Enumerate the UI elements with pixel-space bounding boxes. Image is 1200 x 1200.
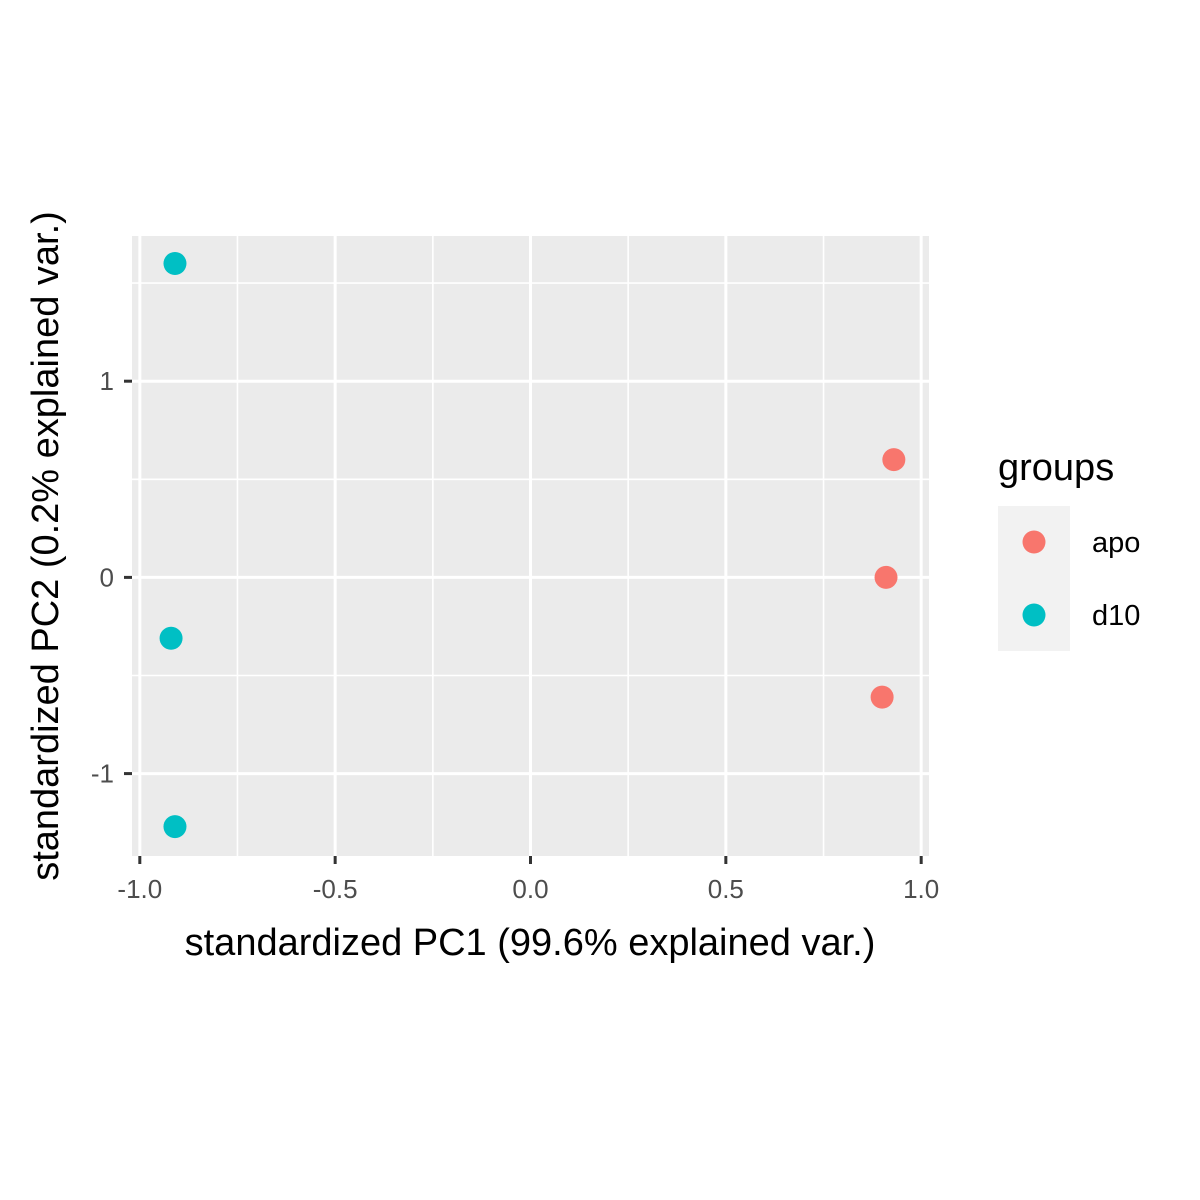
y-tick-label: 1 [100, 366, 114, 396]
x-tick-label: 1.0 [903, 874, 939, 904]
y-tick-label: 0 [100, 562, 114, 592]
point-apo [874, 565, 898, 589]
legend-key-background [998, 506, 1070, 651]
x-axis-title: standardized PC1 (99.6% explained var.) [185, 922, 876, 964]
grid-lines [132, 236, 929, 856]
point-d10 [163, 251, 187, 275]
legend-label-apo: apo [1092, 527, 1140, 559]
point-d10 [163, 815, 187, 839]
legend-label-d10: d10 [1092, 600, 1140, 632]
point-apo [870, 685, 894, 709]
y-tick-label: -1 [91, 759, 114, 789]
legend-key-apo [1022, 530, 1046, 554]
legend-key-d10 [1022, 603, 1046, 627]
point-apo [882, 448, 906, 472]
legend-title: groups [998, 447, 1114, 489]
legend-entries: apo d10 [1022, 527, 1140, 632]
point-d10 [159, 626, 183, 650]
x-tick-label: 0.0 [512, 874, 548, 904]
legend: groups apo d10 [998, 447, 1140, 651]
data-points [159, 251, 906, 839]
axes: -1.0 -0.5 0.0 0.5 1.0 -1 0 1 [91, 366, 939, 904]
x-tick-label: -1.0 [117, 874, 162, 904]
x-tick-label: 0.5 [708, 874, 744, 904]
y-axis-title: standardized PC2 (0.2% explained var.) [25, 211, 67, 881]
x-tick-label: -0.5 [313, 874, 358, 904]
